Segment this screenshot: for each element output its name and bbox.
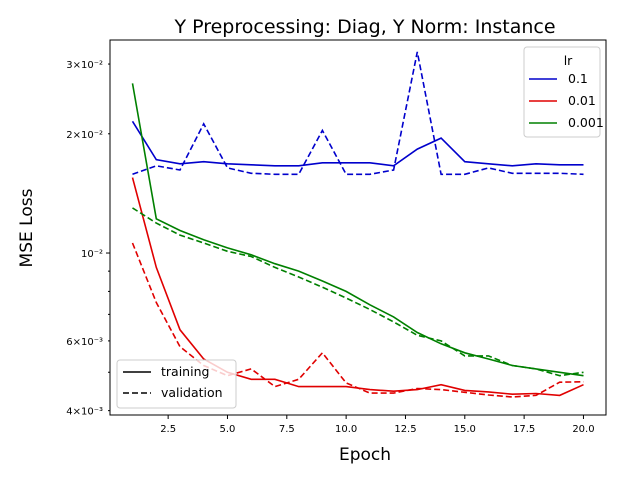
x-axis-title: Epoch	[339, 445, 391, 465]
legend-lr-title: lr	[564, 53, 573, 68]
legend-split: training validation	[116, 359, 237, 409]
x-axis: 2.5 5.0 7.5 10.0 12.5 15.0 17.5 20.0	[160, 415, 595, 435]
x-tick-label: 17.5	[513, 424, 535, 435]
series-line-lr-0_1-validation	[132, 51, 584, 176]
legend-lr-box	[523, 46, 601, 138]
legend-split-label: training	[161, 364, 209, 379]
x-tick-label: 2.5	[160, 424, 176, 435]
legend-split-label: validation	[161, 385, 223, 400]
y-tick-label: 2×10⁻²	[66, 130, 103, 141]
x-tick-label: 12.5	[394, 424, 416, 435]
chart-title: Y Preprocessing: Diag, Y Norm: Instance	[173, 16, 555, 38]
x-tick-label: 5.0	[220, 424, 236, 435]
x-tick-label: 10.0	[335, 424, 357, 435]
y-tick-label: 10⁻²	[81, 249, 103, 260]
y-tick-label: 6×10⁻³	[66, 337, 103, 348]
y-tick-label: 3×10⁻²	[66, 60, 103, 71]
y-axis: 10⁻² 4×10⁻³ 6×10⁻³ 2×10⁻² 3×10⁻²	[66, 60, 110, 418]
series-line-lr-0_001-training	[131, 83, 584, 377]
x-tick-label: 7.5	[279, 424, 295, 435]
x-tick-label: 15.0	[454, 424, 476, 435]
plot-frame	[109, 39, 607, 416]
legend-lr-label: 0.1	[568, 71, 588, 86]
legend-lr-label: 0.01	[568, 93, 596, 108]
series-line-lr-0_1-training	[131, 120, 584, 167]
y-axis-title: MSE Loss	[17, 188, 37, 267]
x-tick-label: 20.0	[572, 424, 594, 435]
y-tick-label: 4×10⁻³	[66, 407, 103, 418]
legend-lr: lr 0.1 0.01 0.001	[523, 46, 604, 138]
legend-lr-label: 0.001	[568, 115, 604, 130]
series-line-lr-0_001-validation	[132, 207, 584, 377]
